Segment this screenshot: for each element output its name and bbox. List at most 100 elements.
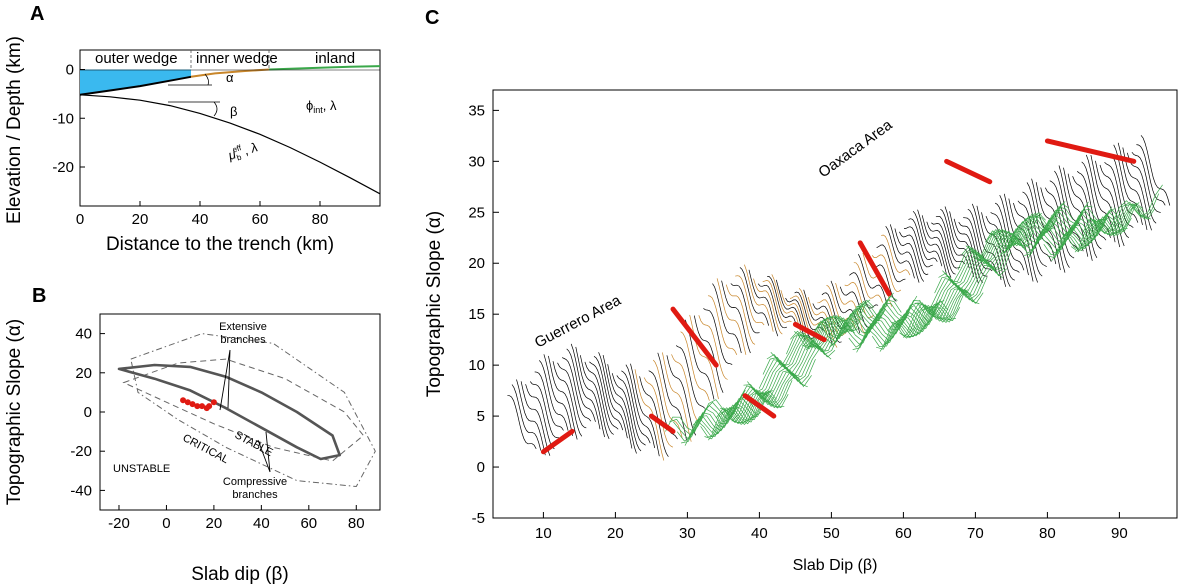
compressive-arrow <box>257 431 271 473</box>
green-ridge-line <box>723 374 797 424</box>
ridge-line <box>844 281 874 319</box>
green-ridge-line <box>981 213 1054 256</box>
ridge-line <box>1117 142 1148 230</box>
y-tick-label: 0 <box>66 62 74 79</box>
red-segment <box>670 306 719 368</box>
red-segment <box>1044 138 1137 164</box>
ridge-line <box>725 284 756 345</box>
x-tick-label: 30 <box>679 525 696 542</box>
ridge-line <box>908 218 938 262</box>
data-point <box>184 399 191 406</box>
extensive-arrow <box>219 349 231 411</box>
ridge-line <box>716 278 747 355</box>
ridge-line <box>703 308 733 365</box>
panel-c-frame <box>492 89 1178 519</box>
ridge-line <box>516 379 546 456</box>
x-tick-label: 20 <box>607 525 624 542</box>
ridge-line <box>539 360 569 431</box>
ridge-line <box>926 221 956 275</box>
ridge-line <box>899 231 929 275</box>
x-tick-label: 20 <box>132 211 149 228</box>
y-tick-label: 20 <box>468 255 485 272</box>
x-tick-label: 0 <box>76 211 84 228</box>
panel-b: -20 0 20 40 60 80 40 20 0 -20 -40 Extensive branche… <box>4 313 381 585</box>
ridge-line <box>735 275 765 326</box>
y-tick-label: -20 <box>52 159 74 176</box>
ridge-line <box>771 274 801 333</box>
ridge-line <box>721 280 751 354</box>
ridge-line <box>985 215 1015 281</box>
ridge-line <box>803 289 833 346</box>
ridge-line <box>1140 135 1171 206</box>
ridge-line <box>534 371 564 431</box>
x-tick-label: 80 <box>312 211 329 228</box>
ridge-line <box>1044 187 1075 259</box>
ridge-line <box>666 355 697 436</box>
green-ridge-line <box>836 305 910 338</box>
ridge-line <box>643 377 674 448</box>
y-tick-label: -20 <box>70 443 92 460</box>
ridge-line <box>680 331 710 401</box>
zone-label-inner: inner wedge <box>196 50 278 67</box>
sea-water-fill <box>80 69 191 95</box>
red-segment <box>792 321 827 343</box>
green-ridge-line <box>883 303 956 345</box>
x-tick-label: 20 <box>206 515 223 532</box>
x-tick-label: 40 <box>192 211 209 228</box>
ridge-line <box>830 280 861 334</box>
ridge-line <box>611 373 642 452</box>
panel-b-ylabel: Topographic Slope (α) <box>4 319 25 505</box>
x-tick-label: 40 <box>751 525 768 542</box>
ridge-line <box>889 224 920 283</box>
ridge-line <box>634 369 665 461</box>
panel-a-ylabel: Elevation / Depth (km) <box>4 36 25 224</box>
ridge-line <box>1131 151 1161 213</box>
x-tick-label: -20 <box>108 515 130 532</box>
green-ridge-line <box>692 400 766 436</box>
green-ridge-line <box>801 299 875 350</box>
panel-b-xlabel: Slab dip (β) <box>191 564 289 585</box>
slab-line <box>80 94 380 195</box>
ridge-line <box>1099 164 1130 238</box>
ridge-line <box>894 228 924 282</box>
ridge-line <box>953 218 984 283</box>
green-ridge-line <box>747 348 820 399</box>
guerrero-area-label: Guerrero Area <box>532 292 624 352</box>
ridge-line <box>767 276 797 324</box>
ridge-line <box>557 362 587 429</box>
ridge-line <box>566 348 596 422</box>
topography-outer-line <box>80 75 192 96</box>
y-tick-label: 10 <box>468 357 485 374</box>
ridge-line <box>739 267 770 326</box>
green-ridge-line <box>1086 193 1160 235</box>
red-segment <box>742 393 777 419</box>
ridge-line <box>689 314 719 400</box>
ridge-line <box>921 215 952 278</box>
ridge-line <box>543 354 574 436</box>
ridge-line <box>639 376 669 457</box>
ridge-line <box>671 354 701 423</box>
dashdot-envelope <box>130 333 376 488</box>
green-ridge-line <box>782 315 855 365</box>
zone-label-inland: inland <box>315 50 355 67</box>
ridge-line <box>935 215 965 265</box>
x-tick-label: 70 <box>967 525 984 542</box>
green-ridge-line <box>829 299 902 348</box>
ridge-line <box>744 264 774 332</box>
green-ridge-line <box>758 342 832 389</box>
ridge-line <box>570 343 601 430</box>
green-ridge-line <box>774 319 847 368</box>
green-ridge-line <box>868 299 941 346</box>
alpha-symbol: α <box>226 70 234 85</box>
red-segment <box>944 158 993 185</box>
y-tick-label: 0 <box>477 459 485 476</box>
ridge-line <box>1122 147 1152 231</box>
ridge-line <box>912 210 943 267</box>
ridge-line <box>1049 180 1079 252</box>
green-ridge-line <box>989 205 1062 249</box>
green-ridge-line <box>696 390 770 437</box>
ridge-line <box>1104 161 1134 228</box>
x-tick-label: 0 <box>162 515 170 532</box>
green-ridge-line <box>1008 211 1081 244</box>
ridge-line <box>1054 170 1084 252</box>
